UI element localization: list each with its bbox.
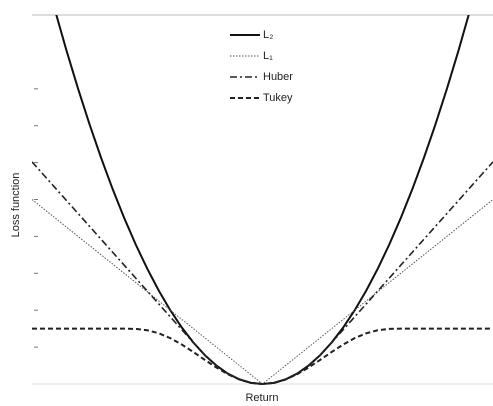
legend: L₂ L₁ Huber Tukey [230,29,293,104]
series-line [32,327,493,385]
series-line [32,161,493,385]
legend-label: Tukey [263,92,293,104]
series-line [32,199,493,385]
y-axis-label: Loss function [10,173,22,238]
legend-label: L₁ [263,50,273,62]
x-axis-label: Return [245,392,278,404]
legend-label: Huber [263,71,293,83]
legend-label: L₂ [263,29,273,41]
plot-area [32,15,493,385]
